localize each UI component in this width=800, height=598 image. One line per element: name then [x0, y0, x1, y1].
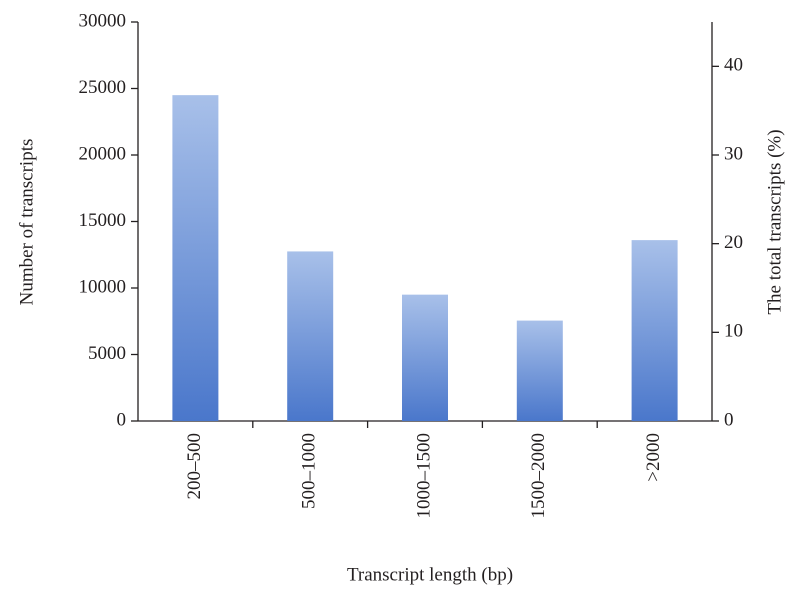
y2-tick-label: 0: [724, 409, 734, 430]
y-tick-label: 15000: [79, 210, 127, 231]
x-tick-label: >2000: [643, 433, 664, 482]
y-tick-label: 0: [117, 409, 127, 430]
bar: [516, 320, 563, 421]
y2-tick-label: 20: [724, 232, 743, 253]
y-axis-label: Number of transcripts: [16, 139, 37, 306]
bar: [287, 251, 334, 421]
bar: [402, 294, 448, 421]
bar: [631, 240, 678, 421]
y2-tick-label: 40: [724, 55, 743, 76]
x-tick-label: 1500–2000: [528, 433, 549, 519]
y2-tick-label: 30: [724, 143, 743, 164]
y-tick-label: 20000: [79, 143, 127, 164]
x-tick-label: 500–1000: [299, 433, 320, 509]
y-tick-label: 10000: [79, 276, 127, 297]
y2-tick-label: 10: [724, 321, 743, 342]
bar: [172, 95, 219, 422]
y-tick-label: 5000: [88, 343, 126, 364]
y-tick-label: 25000: [79, 77, 127, 98]
x-axis-label: Transcript length (bp): [347, 564, 513, 585]
x-tick-label: 1000–1500: [413, 433, 434, 519]
y-tick-label: 30000: [79, 10, 127, 31]
y2-axis-label: The total transcripts (%): [764, 129, 785, 314]
x-tick-label: 200–500: [184, 433, 205, 500]
